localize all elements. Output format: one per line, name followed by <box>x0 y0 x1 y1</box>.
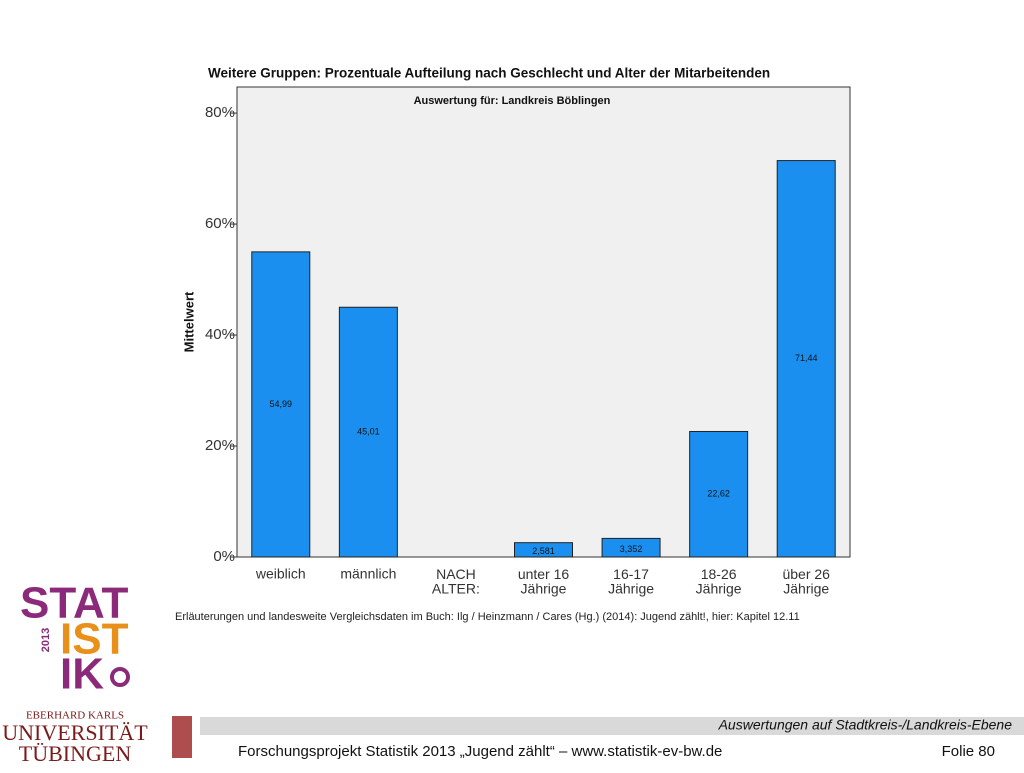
x-tick-label: unter 16 Jährige <box>518 566 570 597</box>
plot-area <box>236 86 851 558</box>
bar <box>601 537 661 558</box>
footer-band <box>200 717 1024 735</box>
y-tick-label: 20% <box>205 437 235 454</box>
x-tick-label: männlich <box>340 566 396 582</box>
university-seal <box>172 716 192 758</box>
chart-note: Erläuterungen und landesweite Vergleichs… <box>175 611 800 623</box>
value-label: 54,99 <box>270 399 293 409</box>
logo-text: STAT <box>20 579 128 628</box>
value-label: 2,581 <box>532 546 555 556</box>
value-label: 45,01 <box>357 426 380 436</box>
value-label: 3,352 <box>620 544 643 554</box>
logo-year: 2013 <box>40 628 52 652</box>
footer-section: Auswertungen auf Stadtkreis-/Landkreis-E… <box>718 717 1013 733</box>
x-tick-label: über 26 Jährige <box>782 566 830 597</box>
chart-title: Weitere Gruppen: Prozentuale Aufteilung … <box>208 66 770 81</box>
logo-text: IST <box>60 615 129 664</box>
university-name: TÜBINGEN <box>19 741 132 766</box>
x-tick-label: 16-17 Jährige <box>608 566 654 597</box>
logo-text: IK <box>60 650 104 699</box>
x-tick-label: 18-26 Jährige <box>696 566 742 597</box>
university-name: UNIVERSITÄT <box>2 720 148 745</box>
y-tick-label: 40% <box>205 326 235 343</box>
x-tick-label: NACH ALTER: <box>432 566 480 597</box>
footer-project: Forschungsprojekt Statistik 2013 „Jugend… <box>238 743 722 760</box>
y-tick-label: 60% <box>205 215 235 232</box>
bar <box>776 160 836 558</box>
bar <box>251 251 311 558</box>
y-axis-label: Mittelwert <box>181 291 196 352</box>
university-name: EBERHARD KARLS <box>26 710 124 722</box>
x-tick-label: weiblich <box>255 566 306 582</box>
bar <box>514 542 573 558</box>
bar <box>689 430 749 558</box>
footer-slide: Folie 80 <box>942 743 995 760</box>
value-label: 71,44 <box>795 353 818 363</box>
y-tick-label: 0% <box>213 548 235 565</box>
value-label: 22,62 <box>707 489 730 499</box>
logo-icon <box>110 667 130 687</box>
chart-subtitle: Auswertung für: Landkreis Böblingen <box>414 95 611 107</box>
bar <box>338 306 398 558</box>
y-tick-label: 80% <box>205 104 235 121</box>
